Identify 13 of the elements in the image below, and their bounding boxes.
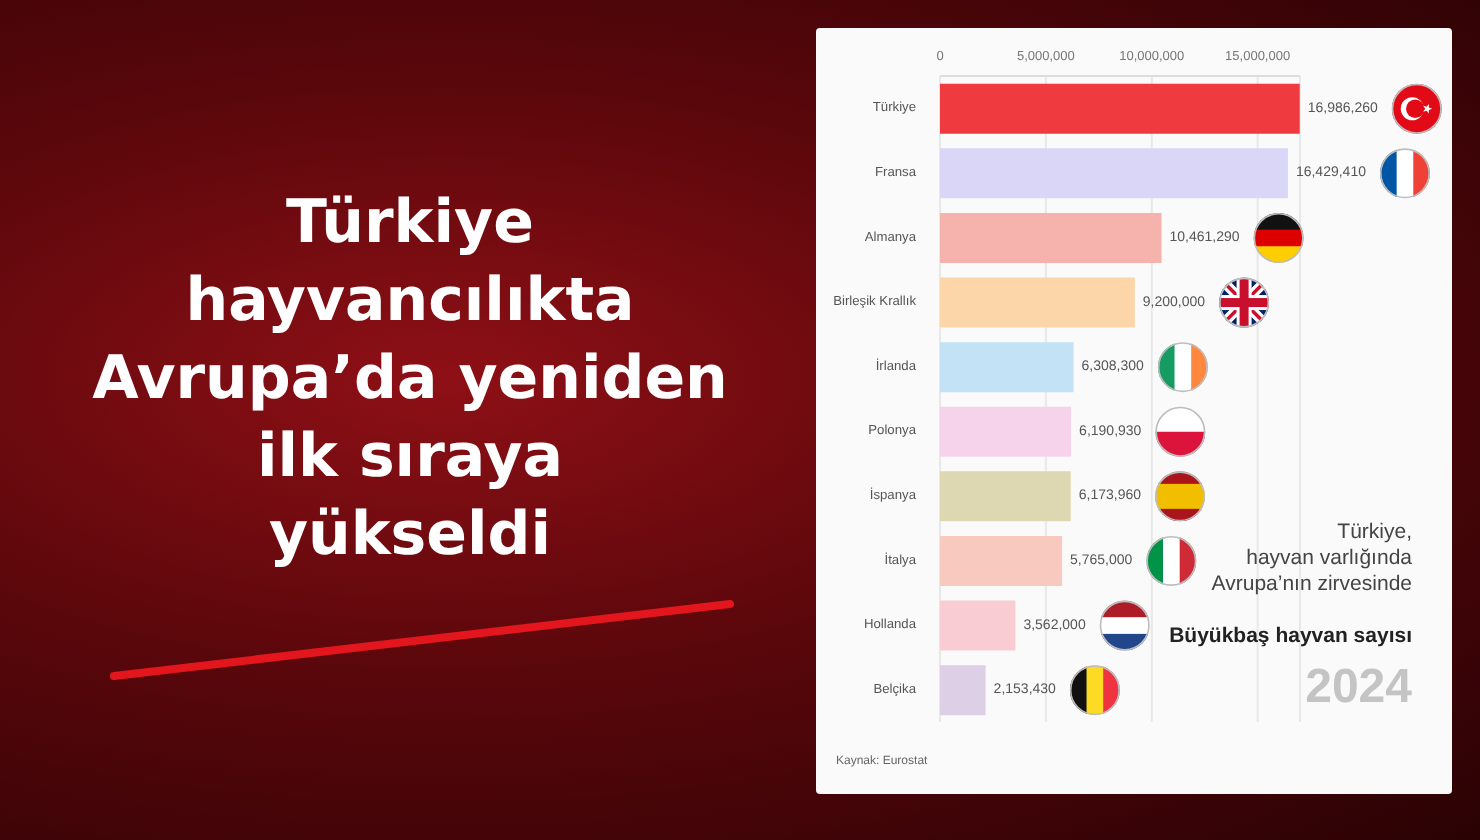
text: Türkiye hayvancılıkta Avrupa’da yeniden ilk sıraya yükseldi	[90, 186, 730, 574]
bar	[940, 535, 1063, 586]
bar	[940, 83, 1300, 134]
bar	[940, 471, 1071, 522]
bar	[940, 406, 1072, 457]
bar	[940, 277, 1135, 328]
annotation: Türkiye, hayvan varlığında Avrupa’nın zirvesinde	[1211, 520, 1412, 598]
bar	[940, 342, 1074, 393]
bar	[940, 212, 1162, 263]
bar	[940, 665, 986, 716]
bar	[940, 148, 1288, 199]
bar	[940, 600, 1016, 651]
annotation: Büyükbaş hayvan sayısı	[1169, 624, 1412, 648]
